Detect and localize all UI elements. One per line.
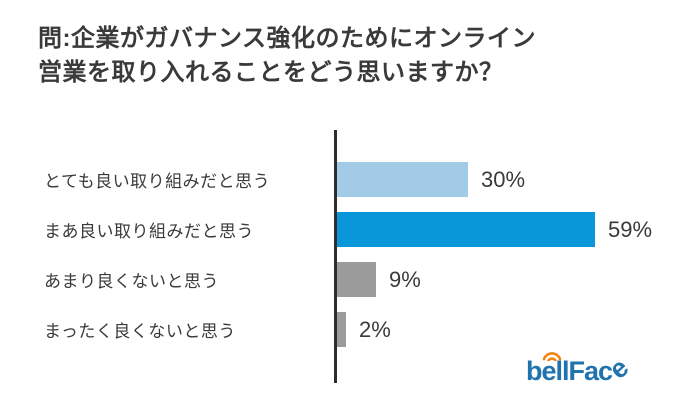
value-label-4: 2%: [359, 316, 391, 342]
logo-letters-mid: llFac: [555, 356, 614, 386]
bellface-logo-text: bellFace: [526, 353, 634, 386]
value-label-1: 30%: [481, 166, 526, 192]
category-label-3: あまり良くないと思う: [44, 272, 219, 291]
category-label-4: まったく良くないと思う: [44, 322, 236, 341]
value-label-2: 59%: [608, 216, 653, 242]
bar-4: [337, 312, 346, 347]
chart-title-line1: 問:企業がガバナンス強化のためにオンライン: [38, 25, 537, 52]
chart-title-line2: 営業を取り入れることをどう思いますか？: [38, 59, 504, 86]
bar-3: [337, 262, 376, 297]
chart-title: 問:企業がガバナンス強化のためにオンライン 営業を取り入れることをどう思いますか…: [38, 22, 638, 90]
wifi-arcs-icon: [542, 352, 562, 361]
category-label-1: とても良い取り組みだと思う: [44, 172, 271, 191]
logo-letter-e1: e: [541, 356, 557, 386]
category-label-2: まあ良い取り組みだと思う: [44, 222, 254, 241]
logo-letter-b: b: [526, 356, 542, 386]
bar-1: [337, 162, 468, 197]
bar-2: [337, 212, 595, 247]
y-axis-line: [334, 130, 337, 383]
value-label-3: 9%: [389, 266, 421, 292]
bellface-logo: bellFace: [526, 351, 656, 391]
